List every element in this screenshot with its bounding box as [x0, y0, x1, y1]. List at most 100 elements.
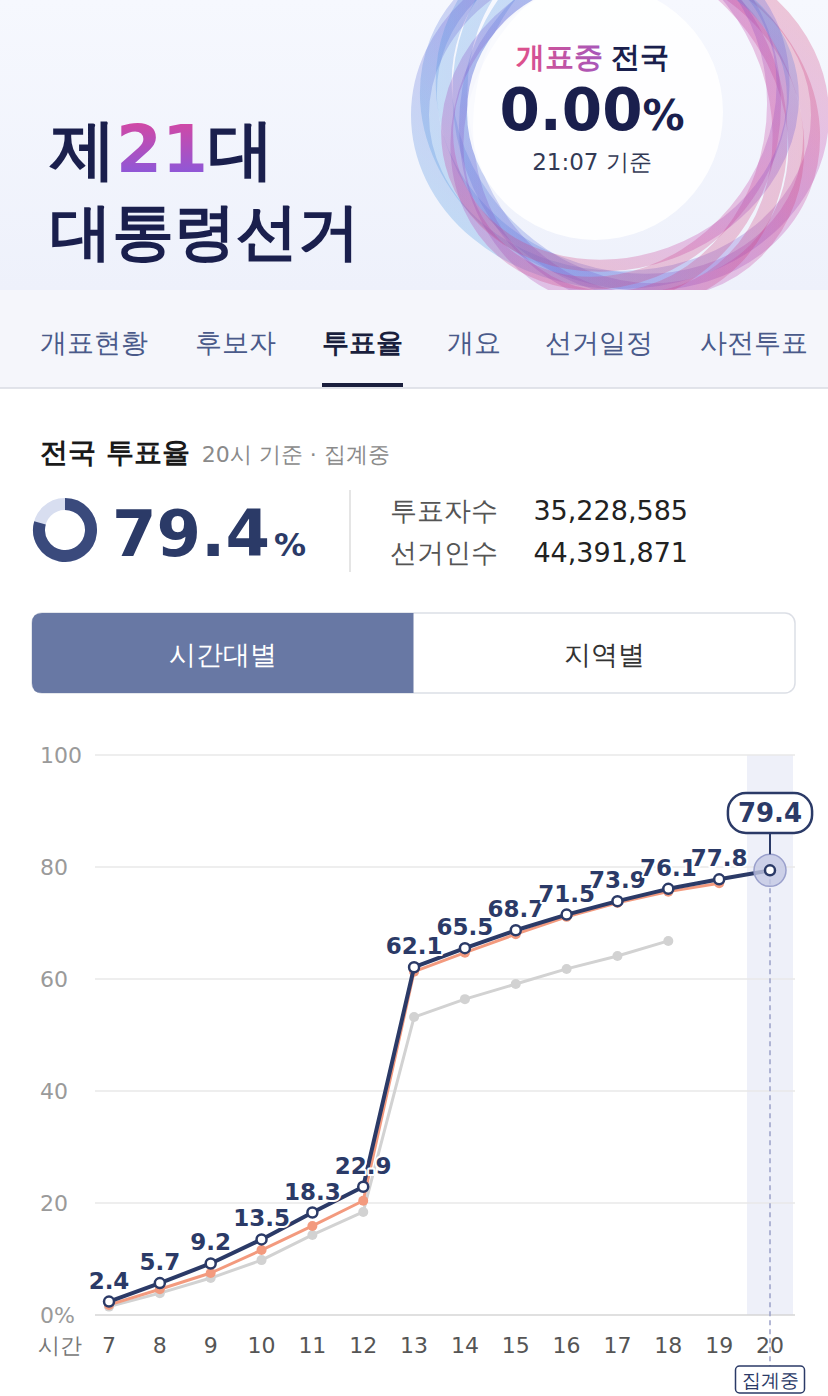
- marker: [358, 1207, 368, 1217]
- marker: [612, 896, 622, 906]
- title-suffix: 대: [208, 111, 274, 188]
- title-prefix: 제: [49, 111, 116, 188]
- x-axis-title: 시간: [38, 1333, 82, 1358]
- section-subtitle: 20시 기준 · 집계중: [202, 442, 390, 467]
- data-label: 5.7: [139, 1249, 180, 1275]
- x-tick-label: 14: [451, 1333, 479, 1358]
- annotation-box: [736, 1366, 805, 1393]
- x-tick-label: 15: [502, 1333, 530, 1358]
- x-tick-label: 17: [603, 1333, 631, 1358]
- data-label: 13.5: [233, 1205, 290, 1231]
- y-tick-label: 100: [40, 743, 82, 768]
- x-tick-label: 8: [153, 1333, 167, 1358]
- as-of: 21:07 기준: [532, 149, 652, 175]
- x-tick-label: 9: [204, 1333, 218, 1358]
- y-tick-label: 20: [40, 1191, 68, 1216]
- turnout-value: 79.4: [112, 497, 270, 571]
- marker: [206, 1258, 216, 1268]
- tab[interactable]: 투표율: [322, 327, 403, 358]
- progress-value: 0.00: [499, 76, 642, 144]
- tab[interactable]: 개요: [447, 327, 501, 358]
- series-line: [109, 883, 719, 1305]
- data-label: 68.7: [487, 896, 544, 922]
- progress-unit: %: [643, 91, 685, 140]
- title-line2: 대통령선거: [50, 195, 360, 268]
- callout-label: 79.4: [738, 798, 802, 828]
- data-label: 62.1: [386, 933, 443, 959]
- labels: 2.45.79.213.518.322.962.165.568.771.573.…: [89, 793, 812, 1294]
- marker: [409, 1012, 419, 1022]
- data-label: 18.3: [284, 1179, 341, 1205]
- data-label: 73.9: [589, 867, 646, 893]
- tab[interactable]: 후보자: [195, 327, 276, 358]
- marker: [562, 964, 572, 974]
- marker: [307, 1221, 317, 1231]
- callout-box: [728, 793, 812, 833]
- swirl-ring: [404, 0, 828, 290]
- data-label: 77.8: [691, 845, 748, 871]
- x-tick-label: 20: [756, 1333, 784, 1358]
- marker: [612, 951, 622, 961]
- series-line: [109, 941, 668, 1307]
- x-tick-label: 10: [248, 1333, 276, 1358]
- marker: [257, 1234, 267, 1244]
- title-number: 21: [116, 111, 208, 188]
- marker: [257, 1255, 267, 1265]
- x-tick-label: 7: [102, 1333, 116, 1358]
- tab[interactable]: 선거일정: [545, 327, 653, 358]
- donut-arc: [39, 504, 91, 556]
- marker: [765, 865, 775, 875]
- marker: [663, 936, 673, 946]
- x-tick-label: 16: [553, 1333, 581, 1358]
- page: 제21대대통령선거개표중전국0.00%21:07 기준개표현황후보자투표율개요선…: [0, 0, 828, 1396]
- tab[interactable]: 개표현황: [40, 327, 148, 358]
- marker: [562, 910, 572, 920]
- marker: [358, 1182, 368, 1192]
- marker: [155, 1278, 165, 1288]
- grid-line: [95, 1202, 795, 1204]
- marker: [409, 962, 419, 972]
- electorate-label: 선거인수: [390, 537, 498, 568]
- toggle-item[interactable]: 지역별: [564, 639, 645, 670]
- tabs-border: [0, 387, 828, 389]
- marker: [104, 1297, 114, 1307]
- data-label: 2.4: [89, 1268, 130, 1294]
- data-label: 22.9: [335, 1153, 392, 1179]
- marker: [511, 925, 521, 935]
- highlight-halo: [754, 854, 786, 886]
- turnout-unit: %: [274, 526, 306, 564]
- y-tick-label: 40: [40, 1079, 68, 1104]
- grid-line: [95, 754, 795, 756]
- x-tick-label: 11: [298, 1333, 326, 1358]
- marker: [663, 884, 673, 894]
- marker: [307, 1208, 317, 1218]
- tab[interactable]: 사전투표: [700, 327, 808, 358]
- marker: [460, 943, 470, 953]
- data-label: 9.2: [190, 1229, 231, 1255]
- y-tick-label: 0%: [40, 1303, 75, 1328]
- progress: 0.00%: [499, 76, 684, 144]
- marker: [511, 979, 521, 989]
- annotation: 집계중: [742, 1369, 799, 1391]
- toggle-frame: [32, 613, 795, 693]
- section-title: 전국 투표율: [40, 436, 190, 469]
- highlight-line: [769, 870, 771, 1366]
- status: 개표중전국: [516, 40, 669, 74]
- callout-stem: [769, 833, 771, 854]
- electorate: 44,391,871: [533, 537, 688, 568]
- x-tick-label: 12: [349, 1333, 377, 1358]
- swirl: [372, 0, 828, 290]
- status-region: 전국: [611, 40, 669, 74]
- grid-line: [95, 1314, 795, 1316]
- swirl-ring: [372, 0, 828, 290]
- status-word: 개표중: [516, 40, 603, 74]
- voters: 35,228,585: [533, 495, 688, 526]
- y-tick-label: 80: [40, 855, 68, 880]
- x-tick-label: 19: [705, 1333, 733, 1358]
- toggle-item[interactable]: 시간대별: [169, 639, 277, 670]
- series-line: [109, 870, 770, 1301]
- swirl-ring: [389, 0, 828, 290]
- grid-line: [95, 1090, 795, 1092]
- marker: [358, 1196, 368, 1206]
- x-tick-label: 13: [400, 1333, 428, 1358]
